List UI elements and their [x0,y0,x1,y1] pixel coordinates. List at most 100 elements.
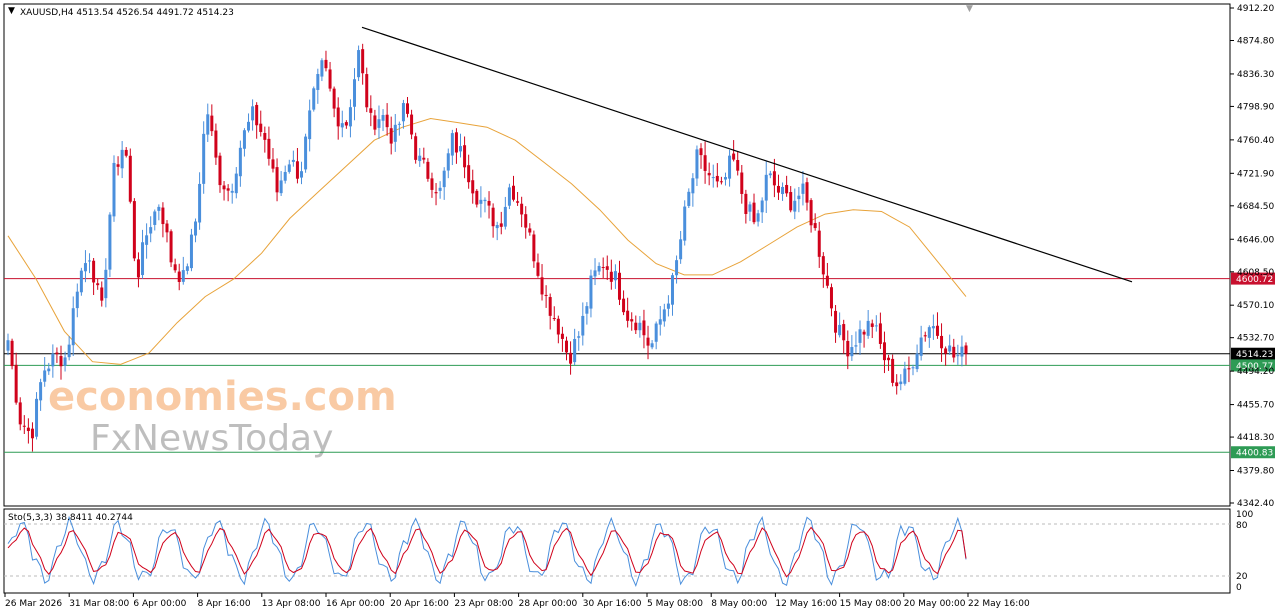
candle-body [838,324,842,336]
sto-scale-20: 20 [1236,572,1248,582]
candle-body [597,265,601,272]
time-label: 20 May 00:00 [904,599,966,609]
candle-body [96,283,100,286]
candle-body [295,161,299,179]
current-price-line-tag [1231,347,1275,360]
candle-body [927,327,931,338]
candle-body [161,207,165,225]
candle-body [128,155,132,202]
candle-body [418,155,422,162]
candle-body [487,200,491,206]
candle-body [165,223,169,233]
price-label: 4646.00 [1237,235,1274,245]
candle-body [752,202,756,223]
candle-body [22,425,26,427]
time-axis[interactable]: 26 Mar 2026 31 Mar 08:00 6 Apr 00:00 8 Apr … [4,593,1030,609]
candle-body [862,331,866,335]
candle-body [291,159,295,162]
time-label: 8 Apr 16:00 [198,599,251,609]
candle-body [51,353,55,367]
time-label: 8 May 00:00 [711,599,767,609]
moving-average-line [7,117,967,365]
candle-body [650,343,654,348]
candle-body [613,271,617,281]
price-label: 4836.30 [1237,70,1274,80]
candle-body [630,319,634,322]
candle-body [450,133,454,156]
candle-body [658,319,662,325]
candle-body [520,203,524,215]
watermark-economies: economies.com [48,374,397,420]
price-label: 4684.50 [1237,202,1274,212]
candle-body [679,239,683,260]
horizontal-levels[interactable]: 4600.72 4514.23 4500.77 4400.83 [4,272,1275,459]
candle-body [601,267,605,269]
candle-body [71,308,75,346]
menu-triangle-icon[interactable]: ▼ [8,6,15,16]
candle-body [194,221,198,236]
candle-body [247,121,251,131]
candle-body [385,114,389,128]
candle-body [874,325,878,327]
candle-body [691,178,695,194]
price-axis[interactable]: 4912.20 4874.80 4836.30 4798.90 4760.40 4721.… [1230,4,1274,509]
candle-body [911,367,915,369]
candle-body [422,157,426,160]
time-label: 5 May 08:00 [647,599,703,609]
trendline[interactable] [361,26,1133,283]
watermark-fxnewstoday: FxNewsToday [90,418,333,459]
candle-body [210,115,214,132]
candle-body [467,165,471,183]
stochastic-pane[interactable] [3,508,1231,594]
candle-body [373,115,377,130]
candle-body [516,201,520,203]
stochastic-signal-line [7,526,967,578]
candle-body [14,364,18,403]
candle-body [573,338,577,363]
time-label: 26 Mar 2026 [5,599,62,609]
candle-body [903,368,907,384]
candle-body [948,345,952,352]
candle-body [789,192,793,211]
candle-body [687,191,691,206]
candle-body [344,122,348,126]
candle-body [263,133,267,140]
candle-body [234,173,238,194]
candle-body [83,263,87,272]
candle-body [173,264,177,271]
time-label: 16 Apr 00:00 [326,599,385,609]
resistance-line-label: 4600.72 [1236,275,1273,285]
candle-body [723,177,727,180]
candle-body [336,107,340,127]
candle-body [748,204,752,212]
candle-body [100,287,104,301]
candle-body [279,180,283,194]
candle-body [524,214,528,228]
candle-body [854,345,858,347]
candle-body [605,266,609,270]
candle-body [622,298,626,313]
candle-body [18,402,22,425]
watermark-fx-rest: NewsToday [132,418,333,459]
candle-body [389,128,393,144]
candle-body [507,187,511,206]
candle-body [393,124,397,142]
candle-body [181,270,185,282]
time-label: 20 Apr 16:00 [390,599,449,609]
candle-body [532,234,536,262]
price-pane[interactable] [3,3,1231,507]
watermark-fx-f: F [90,418,111,459]
candle-body [112,162,116,217]
candle-body [858,329,862,343]
resistance-line-tag [1231,272,1275,285]
candle-body [6,340,10,351]
candle-body [459,146,463,152]
candle-body [75,291,79,309]
price-label: 4532.70 [1237,334,1274,344]
candle-body [940,335,944,349]
candle-body [499,223,503,227]
candle-body [169,231,173,263]
candle-body [430,178,434,190]
